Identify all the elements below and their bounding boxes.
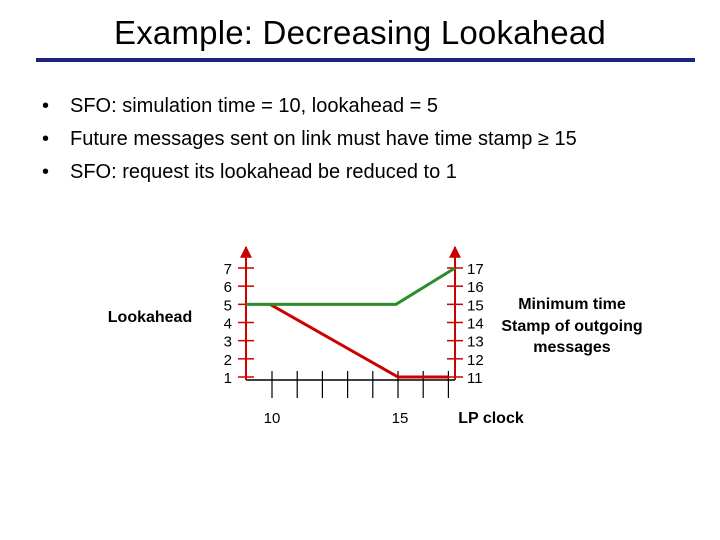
lookahead-series-line — [269, 303, 449, 379]
left-tick-label: 5 — [224, 297, 232, 314]
bullet-item: • Future messages sent on link must have … — [42, 123, 577, 156]
right-tick-label: 16 — [467, 279, 484, 296]
lookahead-axis-label: Lookahead — [108, 309, 192, 326]
min-timestamp-label-line-3: messages — [533, 339, 610, 356]
bullet-text: Future messages sent on link must have t… — [70, 128, 577, 150]
min-timestamp-label-line-1: Minimum time — [518, 296, 626, 313]
right-tick-label: 13 — [467, 334, 484, 351]
right-tick-label: 17 — [467, 261, 484, 278]
right-tick-label: 12 — [467, 352, 484, 369]
title-underline — [36, 58, 695, 62]
bullet-icon: • — [42, 161, 50, 183]
bullet-item: • SFO: request its lookahead be reduced t… — [42, 156, 577, 189]
bullet-text: SFO: request its lookahead be reduced to… — [70, 161, 457, 183]
right-tick-label: 14 — [467, 316, 484, 333]
right-tick-label: 11 — [467, 370, 483, 387]
lp-clock-axis-label: LP clock — [458, 410, 524, 427]
left-tick-label: 4 — [224, 316, 232, 333]
right-tick-label: 15 — [467, 297, 484, 314]
min-timestamp-series-line — [246, 266, 456, 306]
x-tick-label: 15 — [392, 410, 409, 427]
bullet-text: SFO: simulation time = 10, lookahead = 5 — [70, 95, 438, 117]
bullet-icon: • — [42, 128, 50, 150]
left-tick-label: 7 — [224, 261, 232, 278]
x-tick-label: 10 — [264, 410, 281, 427]
bullet-list: • SFO: simulation time = 10, lookahead = … — [42, 90, 577, 189]
left-tick-label: 6 — [224, 279, 232, 296]
min-timestamp-label-line-2: Stamp of outgoing — [501, 318, 642, 335]
left-tick-label: 1 — [224, 370, 232, 387]
left-tick-label: 2 — [224, 352, 232, 369]
bullet-item: • SFO: simulation time = 10, lookahead = … — [42, 90, 577, 123]
bullet-icon: • — [42, 95, 50, 117]
slide-title: Example: Decreasing Lookahead — [114, 14, 606, 51]
left-tick-label: 3 — [224, 334, 232, 351]
